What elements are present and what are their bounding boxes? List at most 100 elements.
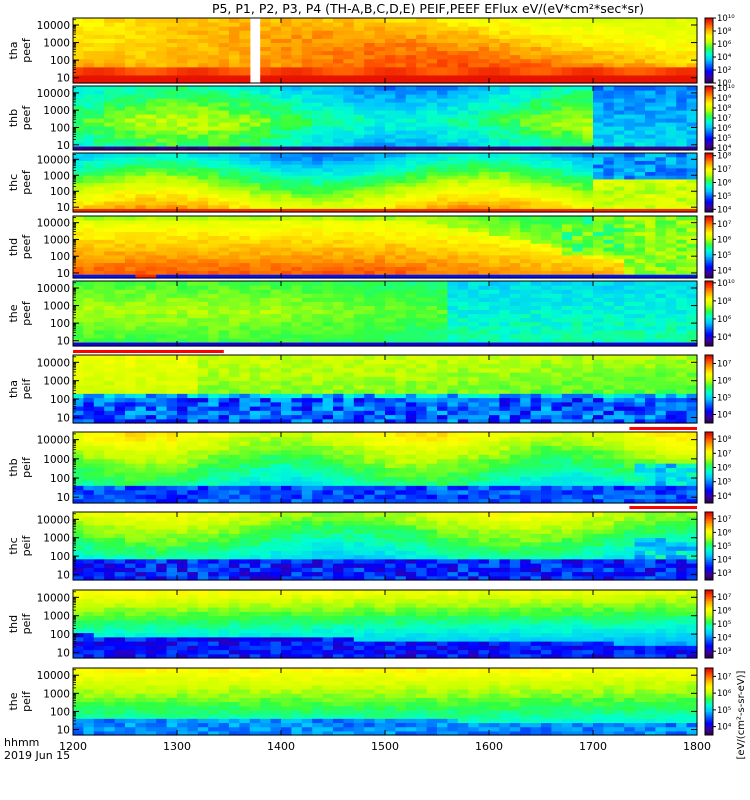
heatmap-cell xyxy=(613,58,625,64)
heatmap-cell xyxy=(364,160,376,165)
heatmap-cell xyxy=(437,223,448,229)
heatmap-cell xyxy=(125,62,136,68)
heatmap-cell xyxy=(177,130,188,135)
heatmap-cell xyxy=(551,156,563,161)
heatmap-cell xyxy=(229,243,240,248)
heatmap-cell xyxy=(405,171,417,176)
heatmap-cell xyxy=(426,341,438,347)
heatmap-cell xyxy=(645,78,656,84)
heatmap-cell xyxy=(322,301,334,306)
heatmap-cell xyxy=(270,138,282,143)
heatmap-cell xyxy=(187,274,199,279)
heatmap-cell xyxy=(135,333,147,339)
heatmap-cell xyxy=(385,178,396,184)
heatmap-cell xyxy=(426,223,438,229)
colorbar-swatch xyxy=(705,161,713,164)
heatmap-cell xyxy=(686,197,698,202)
heatmap-cell xyxy=(582,30,594,35)
heatmap-cell xyxy=(530,86,542,91)
heatmap-cell xyxy=(645,70,656,76)
heatmap-cell xyxy=(478,160,490,165)
heatmap-cell xyxy=(114,325,126,331)
heatmap-cell xyxy=(177,146,188,151)
heatmap-cell xyxy=(249,204,261,209)
heatmap-cell xyxy=(197,266,209,271)
heatmap-cell xyxy=(416,301,428,306)
heatmap-cell xyxy=(135,58,147,64)
heatmap-cell xyxy=(572,341,584,347)
heatmap-cell xyxy=(125,42,136,48)
heatmap-cell xyxy=(613,193,625,198)
heatmap-cell xyxy=(665,146,677,151)
heatmap-cell xyxy=(405,164,417,169)
heatmap-cell xyxy=(634,30,646,35)
heatmap-cell xyxy=(260,227,272,233)
heatmap-cell xyxy=(270,58,282,64)
heatmap-cell xyxy=(301,289,313,294)
heatmap-cell xyxy=(301,114,313,119)
heatmap-cell xyxy=(530,337,542,343)
heatmap-cell xyxy=(634,223,646,229)
heatmap-cell xyxy=(582,227,594,233)
heatmap-cell xyxy=(405,98,417,103)
heatmap-cell xyxy=(530,309,542,315)
heatmap-cell xyxy=(395,317,407,323)
heatmap-cell xyxy=(603,208,615,213)
heatmap-cell xyxy=(353,156,365,161)
heatmap-cell xyxy=(385,297,396,302)
heatmap-cell xyxy=(156,262,168,267)
heatmap-cell xyxy=(530,130,542,135)
heatmap-cell xyxy=(561,78,573,84)
heatmap-cell xyxy=(551,329,563,335)
heatmap-cell xyxy=(572,289,584,294)
heatmap-cell xyxy=(561,164,573,169)
heatmap-cell xyxy=(395,164,407,169)
heatmap-cell xyxy=(613,200,625,206)
heatmap-cell xyxy=(405,193,417,198)
heatmap-cell xyxy=(395,223,407,229)
heatmap-cell xyxy=(561,235,573,240)
heatmap-cell xyxy=(426,54,438,60)
heatmap-cell xyxy=(613,274,625,279)
heatmap-cell xyxy=(114,50,126,56)
heatmap-cell xyxy=(499,285,511,290)
heatmap-cell xyxy=(197,118,209,123)
heatmap-cell xyxy=(395,301,407,306)
heatmap-cell xyxy=(135,285,147,290)
heatmap-cell xyxy=(93,110,105,115)
heatmap-cell xyxy=(73,186,84,191)
heatmap-cell xyxy=(291,146,303,151)
heatmap-cell xyxy=(655,138,667,143)
heatmap-cell xyxy=(73,114,84,119)
heatmap-cell xyxy=(582,317,594,323)
heatmap-cell xyxy=(551,262,563,267)
heatmap-cell xyxy=(457,337,469,343)
heatmap-cell xyxy=(457,114,469,119)
heatmap-cell xyxy=(281,289,292,294)
heatmap-cell xyxy=(301,178,313,184)
heatmap-cell xyxy=(437,235,448,240)
heatmap-cell xyxy=(499,337,511,343)
heatmap-cell xyxy=(676,243,688,248)
heatmap-cell xyxy=(364,270,376,275)
heatmap-cell xyxy=(385,262,396,267)
heatmap-cell xyxy=(593,102,604,107)
heatmap-cell xyxy=(104,110,116,115)
heatmap-cell xyxy=(686,262,698,267)
heatmap-cell xyxy=(281,337,292,343)
heatmap-cell xyxy=(343,274,355,279)
heatmap-cell xyxy=(478,74,490,80)
heatmap-cell xyxy=(457,317,469,323)
heatmap-cell xyxy=(312,297,324,302)
heatmap-cell xyxy=(249,110,261,115)
heatmap-cell xyxy=(426,146,438,151)
heatmap-cell xyxy=(385,258,396,264)
heatmap-cell xyxy=(135,239,147,244)
heatmap-cell xyxy=(104,258,116,264)
heatmap-cell xyxy=(437,50,448,56)
heatmap-cell xyxy=(634,216,646,221)
heatmap-cell xyxy=(426,231,438,236)
heatmap-cell xyxy=(655,50,667,56)
heatmap-cell xyxy=(333,175,344,180)
heatmap-cell xyxy=(93,46,105,52)
